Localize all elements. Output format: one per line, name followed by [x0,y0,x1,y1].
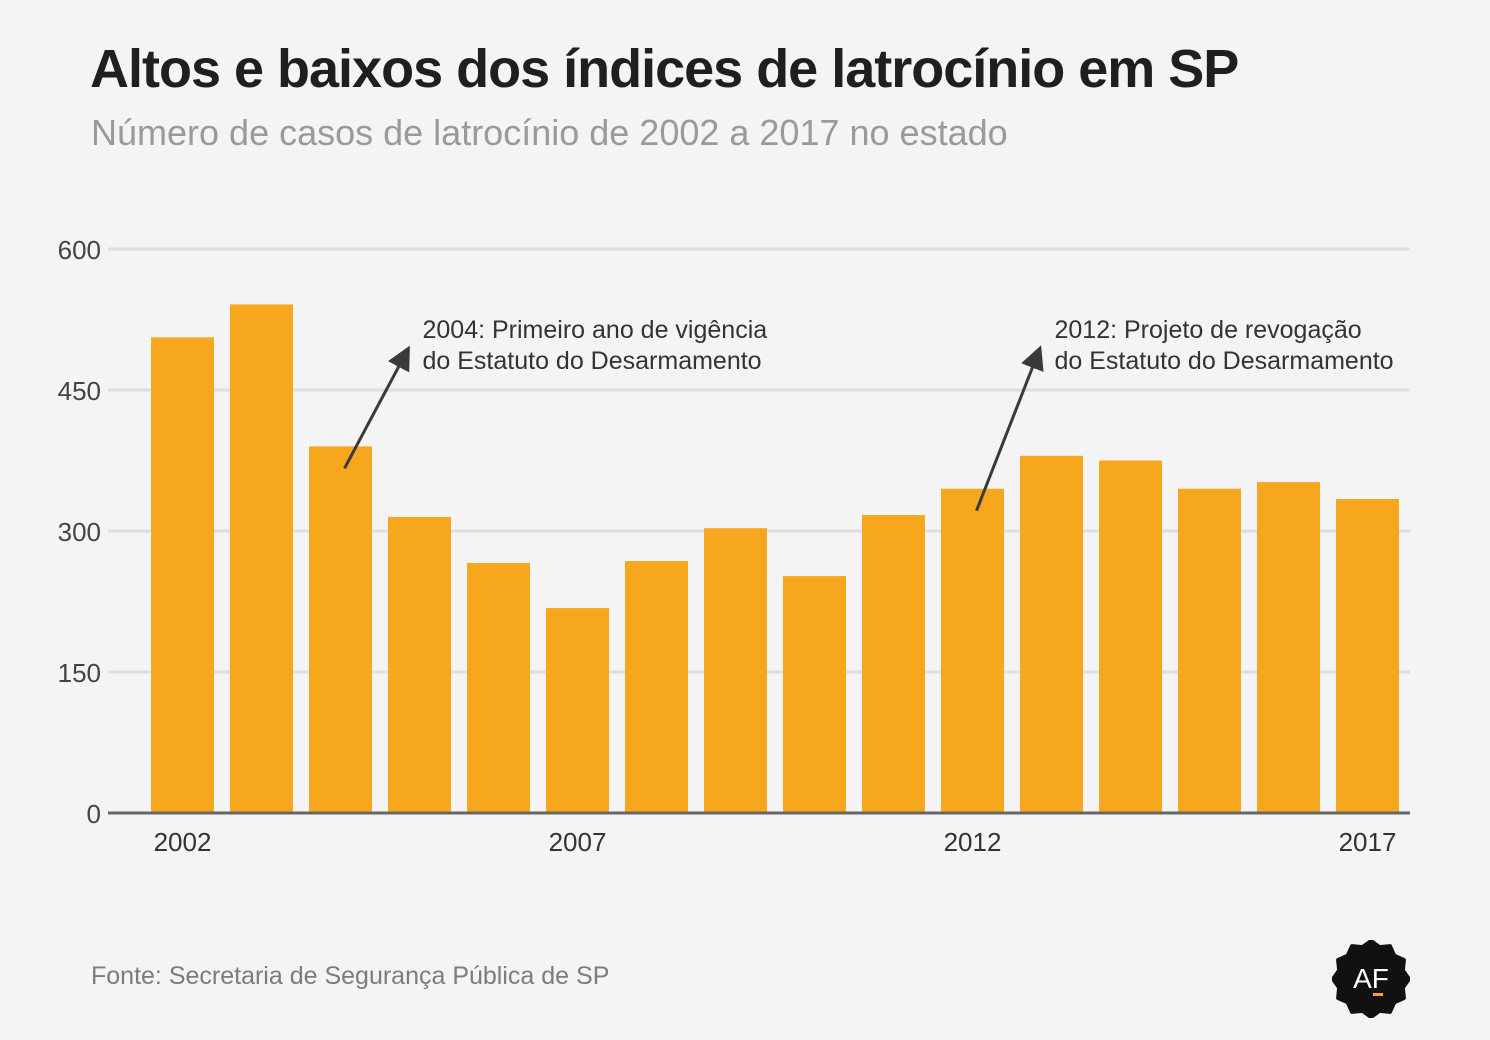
bar-2007 [546,608,609,813]
af-logo: AF [1332,940,1410,1018]
bar-2008 [625,561,688,813]
annotation-arrow-2012 [975,345,1044,512]
bar-chart: 0 150 300 450 600 2002 2007 2012 2017 2004: Prim… [58,235,1410,857]
bar-2003 [230,304,293,813]
bar-2010 [783,576,846,813]
bar-2015 [1178,488,1241,813]
bar-2009 [704,528,767,813]
bar-2013 [1020,455,1083,813]
x-tick-label-2007: 2007 [549,827,607,857]
axis-layer: 0 150 300 450 600 2002 2007 2012 2017 [58,235,1410,857]
x-tick-label-2012: 2012 [944,827,1002,857]
y-tick-label-300: 300 [58,517,101,547]
y-tick-label-600: 600 [58,235,101,265]
bar-2004 [309,446,372,813]
chart-subtitle: Número de casos de latrocínio de 2002 a … [91,112,1008,153]
bar-2011 [862,515,925,813]
logo-accent [1373,993,1383,996]
logo-text: AF [1353,963,1389,994]
bar-2016 [1257,482,1320,813]
annotation-layer: 2004: Primeiro ano de vigência do Estatut… [343,316,1394,512]
bar-2002 [151,337,214,813]
bar-2014 [1099,460,1162,813]
annotation-text-2004-line-1: 2004: Primeiro ano de vigência [423,316,768,344]
annotation-text-2012-line-1: 2012: Projeto de revogação [1055,316,1362,344]
y-tick-label-450: 450 [58,376,101,406]
bar-2012 [941,488,1004,813]
chart-title: Altos e baixos dos índices de latrocínio… [90,39,1239,99]
y-tick-label-0: 0 [87,799,101,829]
source-note: Fonte: Secretaria de Segurança Pública d… [91,962,610,990]
annotation-arrow-2004 [343,345,410,470]
y-tick-label-150: 150 [58,658,101,688]
logo-badge [1332,940,1410,1018]
x-tick-label-2002: 2002 [154,827,212,857]
annotation-text-2012-line-2: do Estatuto do Desarmamento [1055,347,1394,375]
annotation-text-2004-line-2: do Estatuto do Desarmamento [423,347,762,375]
bar-layer [151,304,1399,813]
x-tick-label-2017: 2017 [1339,827,1397,857]
bar-2017 [1336,499,1399,813]
bar-2006 [467,562,530,813]
bar-2005 [388,516,451,813]
